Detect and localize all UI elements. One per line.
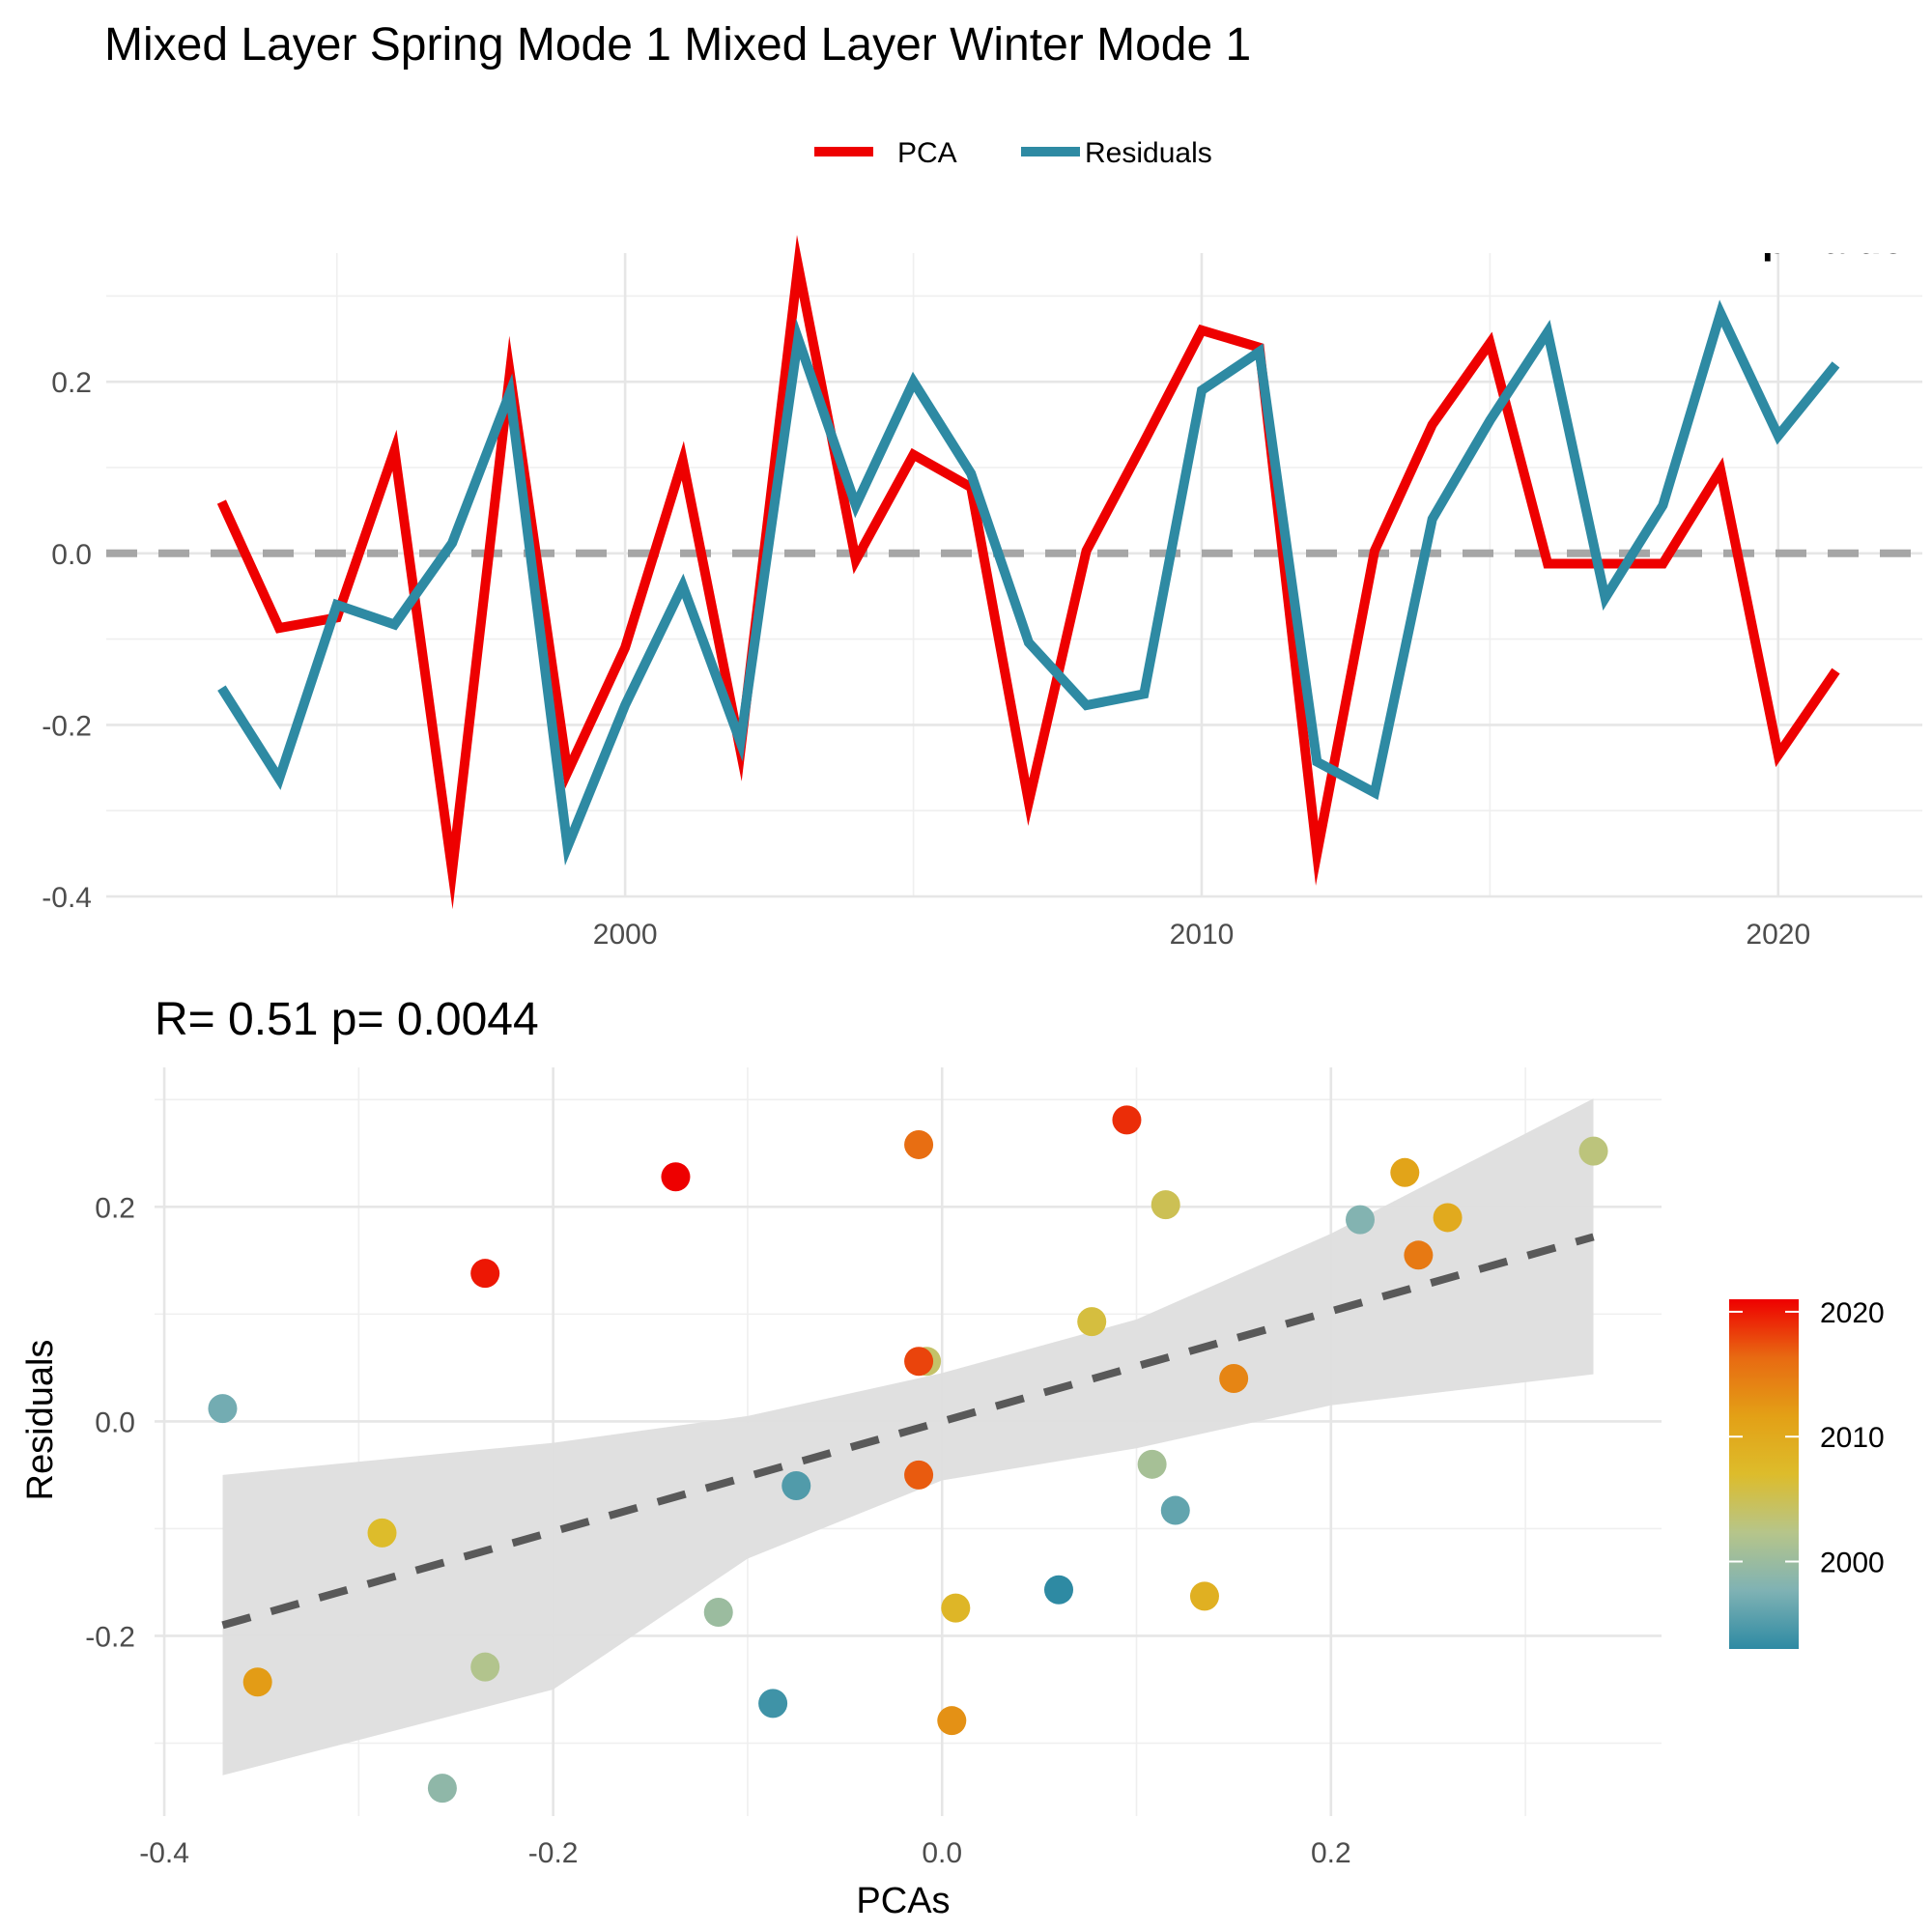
scatter-point xyxy=(941,1593,971,1623)
pvalue-annotation: p-value: xyxy=(1762,216,1918,262)
scatter-point xyxy=(1433,1203,1463,1233)
scatter-panel: -0.2 0.0 0.2 -0.4 -0.2 0.0 0.2 PCAs Residuals xyxy=(20,1067,1662,1921)
scatter-point xyxy=(781,1471,811,1501)
scatter-y-ticks: -0.2 0.0 0.2 xyxy=(85,1192,135,1653)
y-tick-label: 0.0 xyxy=(51,539,92,571)
scatter-point xyxy=(1189,1581,1219,1611)
colorbar: 2020 2010 2000 xyxy=(1729,1297,1885,1649)
scatter-point xyxy=(427,1774,457,1804)
scatter-point xyxy=(1219,1363,1249,1393)
scatter-point xyxy=(1044,1575,1073,1605)
scatter-x-ticks: -0.4 -0.2 0.0 0.2 xyxy=(139,1837,1350,1869)
scatter-point xyxy=(1346,1205,1375,1235)
timeseries-lines xyxy=(216,235,1840,910)
x-axis-title: PCAs xyxy=(856,1881,950,1921)
colorbar-tick-label: 2020 xyxy=(1820,1297,1885,1329)
confidence-band xyxy=(222,1098,1594,1776)
y-tick-label: 0.0 xyxy=(95,1406,135,1438)
scatter-point xyxy=(758,1689,788,1719)
scatter-point xyxy=(367,1518,397,1548)
scatter-point xyxy=(470,1652,500,1682)
scatter-point xyxy=(1077,1307,1107,1337)
scatter-point xyxy=(661,1162,691,1192)
scatter-point xyxy=(1151,1190,1180,1220)
scatter-point xyxy=(904,1347,934,1377)
regression-line xyxy=(221,1233,1595,1630)
y-tick-label: 0.2 xyxy=(51,367,92,399)
timeseries-grid xyxy=(106,253,1922,898)
scatter-point xyxy=(1137,1449,1167,1479)
colorbar-tick-label: 2010 xyxy=(1820,1422,1885,1454)
correlation-annotation: R= 0.51 p= 0.0044 xyxy=(155,994,539,1045)
scatter-point xyxy=(1404,1240,1434,1270)
scatter-point xyxy=(904,1460,934,1490)
x-tick-label: -0.4 xyxy=(139,1837,189,1869)
scatter-point xyxy=(703,1598,733,1628)
figure-title: Mixed Layer Spring Mode 1 Mixed Layer Wi… xyxy=(104,19,1251,71)
legend-label-pca: PCA xyxy=(897,137,957,169)
colorbar-ticks: 2020 2010 2000 xyxy=(1729,1297,1885,1579)
y-tick-label: -0.2 xyxy=(85,1621,135,1653)
x-tick-label: 0.0 xyxy=(922,1837,962,1869)
series-line-pca xyxy=(216,235,1840,910)
scatter-point xyxy=(904,1129,934,1159)
x-tick-label: -0.2 xyxy=(528,1837,579,1869)
scatter-point xyxy=(1390,1157,1420,1187)
y-tick-label: 0.2 xyxy=(95,1192,135,1224)
legend-label-residuals: Residuals xyxy=(1085,137,1212,169)
scatter-point xyxy=(470,1259,500,1289)
colorbar-tick-label: 2000 xyxy=(1820,1548,1885,1579)
legend: PCA Residuals xyxy=(814,137,1212,169)
scatter-grid xyxy=(155,1067,1662,1816)
x-tick-label: 2020 xyxy=(1746,919,1810,951)
y-tick-label: -0.2 xyxy=(42,710,92,742)
scatter-point xyxy=(242,1667,272,1697)
series-line-residuals xyxy=(217,299,1840,867)
y-axis-title: Residuals xyxy=(20,1340,61,1501)
scatter-point xyxy=(1112,1105,1142,1135)
timeseries-y-ticks: -0.4 -0.2 0.0 0.2 xyxy=(42,367,92,914)
scatter-point xyxy=(208,1394,238,1424)
timeseries-x-ticks: 2000 2010 2020 xyxy=(593,919,1810,951)
y-tick-label: -0.4 xyxy=(42,882,92,914)
scatter-points xyxy=(208,1105,1608,1804)
x-tick-label: 2010 xyxy=(1170,919,1235,951)
scatter-point xyxy=(937,1706,967,1736)
x-tick-label: 2000 xyxy=(593,919,658,951)
colorbar-ramp xyxy=(1729,1299,1799,1649)
timeseries-panel: p-value: -0.4 -0.2 0.0 0.2 2000 2010 2020 xyxy=(42,216,1922,951)
x-tick-label: 0.2 xyxy=(1311,1837,1351,1869)
scatter-point xyxy=(1160,1495,1190,1525)
scatter-point xyxy=(1578,1136,1608,1166)
